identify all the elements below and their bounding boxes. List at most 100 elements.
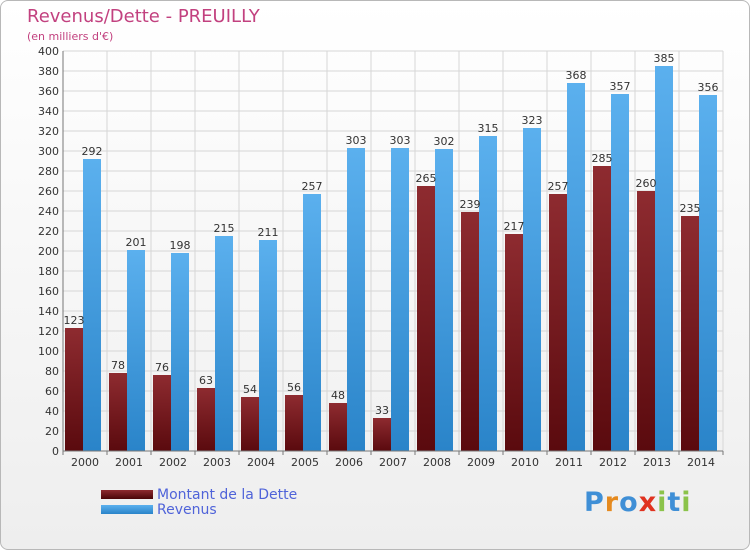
legend-item-debt: Montant de la Dette [101, 487, 331, 503]
data-label-revenus: 201 [126, 236, 147, 249]
x-tick-label: 2000 [71, 456, 99, 469]
y-tick-label: 60 [45, 385, 59, 398]
data-label-revenus: 323 [522, 114, 543, 127]
bar-revenus [435, 149, 453, 451]
x-tick-label: 2003 [203, 456, 231, 469]
y-tick-label: 160 [38, 285, 59, 298]
data-label-revenus: 303 [346, 134, 367, 147]
data-label-revenus: 215 [214, 222, 235, 235]
bars-layer [65, 66, 717, 451]
y-tick-label: 220 [38, 225, 59, 238]
bar-revenus [215, 236, 233, 451]
bar-revenus [127, 250, 145, 451]
bar-revenus [699, 95, 717, 451]
x-tick-label: 2010 [511, 456, 539, 469]
y-tick-label: 260 [38, 185, 59, 198]
y-tick-label: 0 [52, 445, 59, 458]
chart-subtitle: (en milliers d'€) [27, 30, 114, 43]
y-tick-label: 140 [38, 305, 59, 318]
bar-revenus [347, 148, 365, 451]
data-label-revenus: 368 [566, 69, 587, 82]
bar-revenus [655, 66, 673, 451]
data-label-revenus: 357 [610, 80, 631, 93]
legend-swatch-revenus [101, 505, 153, 514]
y-tick-label: 200 [38, 245, 59, 258]
data-label-dette: 260 [636, 177, 657, 190]
data-label-dette: 54 [243, 383, 257, 396]
data-label-dette: 123 [64, 314, 85, 327]
data-label-dette: 48 [331, 389, 345, 402]
logo-letter: o [619, 487, 639, 518]
data-label-dette: 76 [155, 361, 169, 374]
bar-dette [153, 375, 171, 451]
x-tick-label: 2006 [335, 456, 363, 469]
x-tick-label: 2001 [115, 456, 143, 469]
y-tick-label: 360 [38, 85, 59, 98]
bar-dette [109, 373, 127, 451]
bar-revenus [83, 159, 101, 451]
data-label-revenus: 302 [434, 135, 455, 148]
data-label-revenus: 257 [302, 180, 323, 193]
data-label-dette: 63 [199, 374, 213, 387]
y-tick-label: 240 [38, 205, 59, 218]
logo-letter: P [584, 487, 605, 518]
data-label-dette: 33 [375, 404, 389, 417]
bar-revenus [567, 83, 585, 451]
y-tick-label: 20 [45, 425, 59, 438]
y-tick-label: 340 [38, 105, 59, 118]
data-label-revenus: 211 [258, 226, 279, 239]
bar-revenus [259, 240, 277, 451]
y-tick-label: 100 [38, 345, 59, 358]
logo-letter: x [638, 487, 658, 518]
bar-dette [197, 388, 215, 451]
bar-dette [637, 191, 655, 451]
bar-dette [285, 395, 303, 451]
y-tick-label: 400 [38, 45, 59, 58]
bar-dette [329, 403, 347, 451]
axes-layer [62, 51, 724, 455]
bar-dette [65, 328, 83, 451]
x-tick-label: 2012 [599, 456, 627, 469]
data-label-revenus: 303 [390, 134, 411, 147]
logo-letter: r [604, 487, 620, 518]
y-tick-label: 300 [38, 145, 59, 158]
bar-dette [549, 194, 567, 451]
data-label-dette: 265 [416, 172, 437, 185]
bar-dette [681, 216, 699, 451]
data-label-revenus: 385 [654, 52, 675, 65]
data-label-dette: 217 [504, 220, 525, 233]
y-tick-label: 40 [45, 405, 59, 418]
x-tick-label: 2014 [687, 456, 715, 469]
x-tick-label: 2004 [247, 456, 275, 469]
legend-swatch-debt [101, 490, 153, 499]
proxiti-logo: Proxiti [584, 487, 692, 518]
data-label-dette: 56 [287, 381, 301, 394]
x-tick-label: 2013 [643, 456, 671, 469]
x-tick-label: 2011 [555, 456, 583, 469]
y-tick-label: 120 [38, 325, 59, 338]
bar-revenus [523, 128, 541, 451]
x-tick-label: 2002 [159, 456, 187, 469]
legend-item-revenus: Revenus [101, 502, 331, 518]
x-tick-label: 2009 [467, 456, 495, 469]
bar-dette [241, 397, 259, 451]
y-tick-label: 80 [45, 365, 59, 378]
y-tick-label: 320 [38, 125, 59, 138]
bar-dette [373, 418, 391, 451]
bar-revenus [303, 194, 321, 451]
bar-revenus [171, 253, 189, 451]
data-label-revenus: 198 [170, 239, 191, 252]
bar-revenus [479, 136, 497, 451]
y-tick-label: 280 [38, 165, 59, 178]
data-label-dette: 285 [592, 152, 613, 165]
data-label-dette: 78 [111, 359, 125, 372]
bar-revenus [391, 148, 409, 451]
data-label-revenus: 356 [698, 81, 719, 94]
x-tick-label: 2007 [379, 456, 407, 469]
data-label-dette: 239 [460, 198, 481, 211]
logo-letter: i [681, 487, 692, 518]
y-tick-label: 380 [38, 65, 59, 78]
bar-revenus [611, 94, 629, 451]
labels-layer: 0 20 40 60 80 100 120 140 160 180 200 220 240 260 280 3… [38, 45, 719, 469]
